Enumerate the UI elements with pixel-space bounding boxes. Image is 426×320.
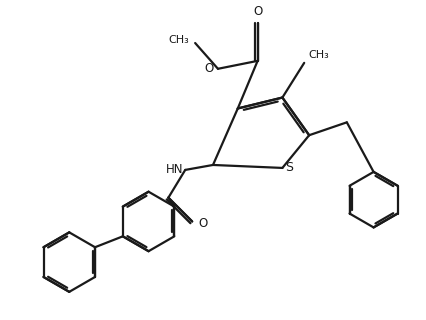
Text: S: S — [285, 161, 294, 174]
Text: CH₃: CH₃ — [308, 50, 329, 60]
Text: O: O — [198, 217, 207, 230]
Text: O: O — [205, 62, 214, 75]
Text: CH₃: CH₃ — [168, 35, 189, 45]
Text: O: O — [253, 5, 262, 18]
Text: HN: HN — [166, 164, 183, 176]
